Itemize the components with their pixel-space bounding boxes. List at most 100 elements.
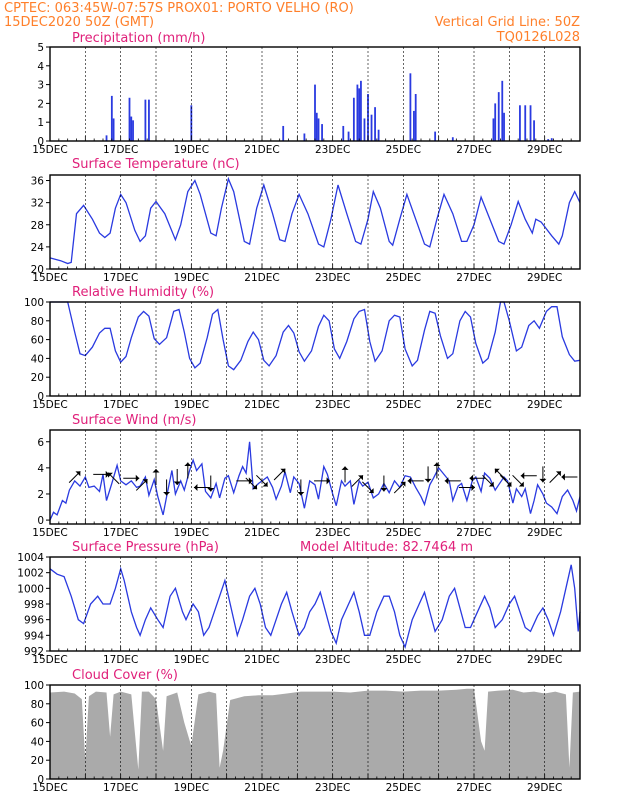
wind-arrow-2 — [107, 472, 120, 485]
wind-arrow-33 — [539, 466, 547, 483]
precip-bar-37 — [524, 105, 527, 141]
x-tick-label: 21DEC — [244, 527, 279, 539]
x-tick-label: 19DEC — [174, 272, 209, 284]
precip-bar-38 — [529, 105, 532, 141]
x-tick-label: 21DEC — [244, 782, 279, 794]
y-tick-label: 1002 — [17, 568, 44, 580]
panel-4: 992 994 996 998 1000 1002 1004 15DEC 17DEC 19DEC 2… — [17, 540, 581, 666]
header-station-line: CPTEC: 063:45W-07:57S PROX01: PORTO VELH… — [4, 1, 354, 16]
panels: 0 1 2 3 4 5 15DEC 17DEC 19DEC 21DEC 23DEC 25DEC 27DE… — [17, 31, 581, 794]
x-tick-label: 25DEC — [386, 272, 421, 284]
series-line-1 — [49, 176, 581, 265]
wind-arrow-10 — [207, 475, 215, 492]
wind-arrow-18 — [351, 474, 364, 487]
precip-bar-20 — [360, 80, 362, 141]
precip-bar-22 — [367, 94, 369, 141]
x-tick-label: 19DEC — [174, 782, 209, 794]
y-tick-label: 40 — [31, 353, 44, 365]
y-tick-label: 60 — [31, 335, 44, 347]
wind-arrow-11 — [236, 477, 253, 485]
panel-1: 20 24 28 32 36 15DEC 17DEC 19DEC 21DEC 23DEC 25DEC… — [31, 157, 581, 284]
y-tick-label: 6 — [37, 437, 44, 449]
precip-bar-36 — [519, 105, 521, 141]
precip-bar-31 — [492, 118, 495, 141]
x-tick-label: 27DEC — [456, 399, 491, 411]
x-tick-label: 19DEC — [174, 144, 209, 156]
wind-arrow-12 — [245, 477, 258, 490]
x-tick-label: 27DEC — [456, 272, 491, 284]
wind-arrow-29 — [494, 468, 507, 481]
x-tick-label: 21DEC — [244, 654, 279, 666]
precip-bar-35 — [503, 112, 505, 141]
panel-title-0: Precipitation (mm/h) — [72, 31, 205, 46]
y-tick-label: 36 — [31, 176, 45, 188]
precip-bar-5 — [132, 120, 134, 141]
wind-arrow-7 — [173, 469, 181, 485]
x-tick-label: 15DEC — [32, 782, 67, 794]
x-tick-label: 23DEC — [315, 527, 350, 539]
x-tick-label: 17DEC — [103, 527, 138, 539]
y-tick-label: 100 — [24, 680, 44, 692]
precip-bar-32 — [494, 103, 497, 141]
y-tick-label: 80 — [31, 699, 44, 711]
y-tick-label: 20 — [31, 264, 44, 276]
panel-0: 0 1 2 3 4 5 15DEC 17DEC 19DEC 21DEC 23DEC 25DEC 27DE… — [32, 31, 581, 156]
precip-bar-17 — [352, 97, 355, 141]
x-tick-label: 29DEC — [527, 399, 562, 411]
wind-arrow-1 — [93, 470, 110, 478]
wind-arrow-24 — [433, 462, 441, 479]
wind-arrow-4 — [135, 478, 148, 491]
precip-bar-6 — [144, 99, 147, 141]
x-tick-label: 17DEC — [103, 144, 138, 156]
wind-arrow-27 — [469, 474, 486, 482]
x-tick-label: 17DEC — [103, 654, 138, 666]
precip-bar-41 — [550, 138, 553, 141]
wind-arrow-0 — [68, 471, 81, 483]
wind-arrow-25 — [444, 477, 461, 485]
panel-frame-3 — [49, 429, 581, 525]
x-tick-label: 19DEC — [174, 527, 209, 539]
x-tick-label: 23DEC — [315, 144, 350, 156]
y-tick-label: 20 — [31, 755, 44, 767]
precip-bar-33 — [497, 92, 500, 141]
y-tick-label: 996 — [24, 615, 44, 627]
y-tick-label: 40 — [31, 736, 44, 748]
header-date: 15DEC2020 50Z (GMT) — [4, 15, 154, 30]
y-tick-label: 32 — [31, 198, 44, 210]
y-tick-label: 2 — [37, 489, 44, 501]
precip-bar-9 — [282, 125, 285, 141]
y-tick-label: 60 — [31, 718, 44, 730]
panel-2: 0 20 40 60 80 100 15DEC 17DEC 19DEC 21DEC 23DEC 25D… — [24, 285, 581, 411]
wind-arrow-17 — [341, 466, 349, 483]
x-tick-label: 15DEC — [32, 654, 67, 666]
x-tick-label: 23DEC — [315, 782, 350, 794]
precip-bar-34 — [501, 80, 504, 141]
model-altitude-label: Model Altitude: 82.7464 m — [300, 540, 473, 555]
wind-arrow-20 — [380, 475, 388, 492]
y-tick-label: 2 — [37, 98, 44, 110]
y-tick-label: 0 — [37, 774, 44, 786]
precip-bar-4 — [130, 116, 133, 141]
panel-title-3: Surface Wind (m/s) — [72, 413, 196, 428]
y-tick-label: 1 — [37, 117, 44, 129]
wind-arrow-13 — [256, 474, 268, 487]
panel-5: 0 20 40 60 80 100 15DEC 17DEC 19DEC 21DEC 23DEC 25D… — [24, 668, 581, 794]
wind-arrow-14 — [273, 468, 286, 481]
x-tick-label: 29DEC — [527, 527, 562, 539]
precip-bar-11 — [314, 84, 316, 141]
precip-bar-12 — [315, 112, 318, 141]
wind-arrow-23 — [424, 466, 432, 483]
y-tick-label: 1000 — [17, 583, 44, 595]
y-tick-label: 4 — [37, 463, 44, 475]
x-tick-label: 21DEC — [244, 144, 279, 156]
precip-bar-23 — [370, 114, 373, 141]
panel-title-1: Surface Temperature (nC) — [72, 157, 240, 172]
wind-arrow-34 — [549, 471, 562, 483]
precip-bar-40 — [547, 139, 550, 141]
x-tick-label: 29DEC — [527, 654, 562, 666]
y-tick-label: 28 — [31, 220, 44, 232]
precip-bar-27 — [413, 110, 415, 141]
y-tick-label: 0 — [37, 515, 44, 527]
x-tick-label: 27DEC — [456, 782, 491, 794]
precip-bar-7 — [148, 99, 150, 141]
